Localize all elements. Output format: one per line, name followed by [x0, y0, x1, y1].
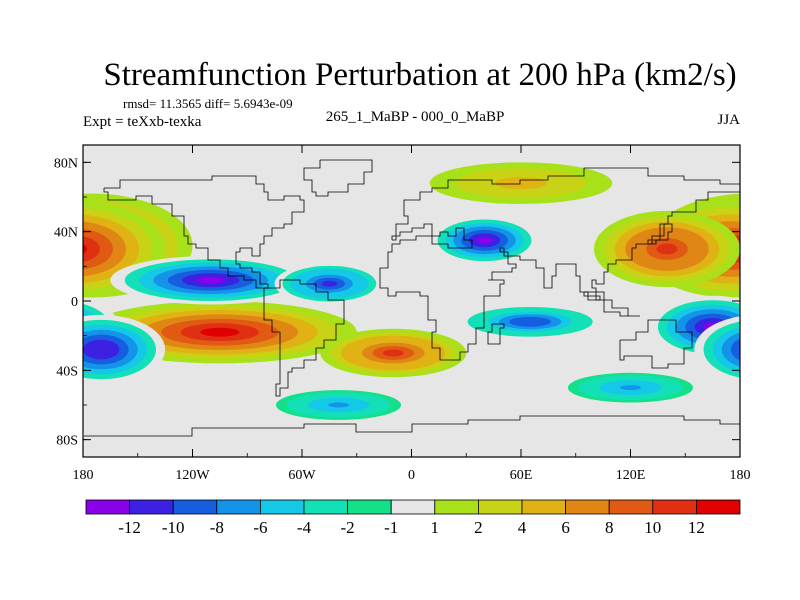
colorbar-label: 1	[431, 518, 440, 537]
coastlines	[84, 159, 740, 437]
contour-band	[28, 314, 83, 341]
coastline-segment	[379, 191, 740, 361]
lat-tick-label: 40N	[54, 226, 78, 241]
anomaly-south-atlantic-high	[320, 328, 467, 378]
lat-tick-label: 80S	[56, 434, 78, 449]
coastline-segment	[303, 159, 373, 197]
colorbar-label: 10	[644, 518, 661, 537]
anomaly-south-pacific-low-east	[83, 314, 777, 385]
coastline-segment	[487, 323, 505, 345]
lon-tick-label: 60E	[510, 468, 533, 483]
contour-band	[476, 236, 493, 244]
season-label: JJA	[717, 112, 740, 128]
contour-band	[749, 345, 767, 355]
anomaly-south-pacific-high	[83, 301, 357, 364]
coastline-segment	[583, 291, 640, 317]
anomaly-north-atlantic-low	[274, 262, 385, 305]
contour-band	[740, 340, 777, 360]
colorbar-swatch	[434, 499, 479, 515]
contour-band	[382, 349, 404, 357]
colorbar-label: 12	[688, 518, 705, 537]
contour-band	[507, 180, 535, 187]
coastline-segment	[648, 223, 673, 245]
colorbar-label: -2	[341, 518, 355, 537]
colorbar: -12 -10 -8 -6 -4 -2 -1 1 2 4 6 8 10 12	[85, 499, 741, 537]
colorbar-swatch	[565, 499, 610, 515]
contour-field	[28, 145, 777, 457]
anomaly-north-america-low	[110, 255, 312, 305]
coastline-segment	[263, 279, 345, 397]
colorbar-label: 8	[605, 518, 614, 537]
colorbar-label: -1	[384, 518, 398, 537]
colorbar-label: -6	[253, 518, 267, 537]
anomaly-arctic-high	[429, 162, 613, 204]
coastline-segment	[84, 415, 740, 437]
colorbar-swatch	[477, 499, 523, 515]
contour-band	[328, 402, 349, 408]
anomaly-north-africa-low	[429, 216, 540, 265]
colorbar-swatch	[521, 499, 566, 515]
colorbar-swatch	[172, 499, 218, 515]
contour-band	[83, 244, 87, 254]
latitude-axis: 80N 40N 0 40S 80S	[54, 156, 740, 449]
lat-tick-label: 40S	[56, 364, 78, 379]
stats-line: rmsd= 11.3565 diff= 5.6943e-09	[123, 96, 293, 111]
colorbar-label: -12	[118, 518, 141, 537]
contour-band	[200, 327, 240, 337]
anomaly-east-asia-high	[594, 210, 740, 288]
lon-tick-label: 60W	[288, 468, 316, 483]
anomaly-south-indian-low	[457, 304, 604, 340]
contour-band	[519, 319, 541, 325]
lon-tick-label: 0	[408, 468, 415, 483]
colorbar-swatch	[390, 499, 436, 515]
contour-band	[83, 315, 93, 339]
anomaly-southern-ocean-low-east	[557, 370, 704, 405]
contour-band	[321, 280, 338, 287]
coastline-segment	[103, 175, 305, 289]
figure-title: Streamfunction Perturbation at 200 hPa (…	[103, 57, 736, 93]
comparison-line: 265_1_MaBP - 000_0_MaBP	[326, 109, 505, 125]
contour-band	[656, 243, 678, 255]
contour-band	[196, 276, 226, 284]
colorbar-label: 4	[518, 518, 527, 537]
contour-band	[37, 318, 74, 336]
contour-band	[47, 323, 65, 332]
colorbar-swatch	[303, 499, 348, 515]
anomaly-southern-ocean-low	[265, 387, 412, 423]
lon-tick-label: 120E	[616, 468, 646, 483]
colorbar-swatch	[652, 499, 697, 515]
lat-tick-label: 0	[71, 295, 78, 310]
contour-band	[620, 385, 641, 391]
colorbar-swatch	[259, 499, 305, 515]
colorbar-label: 2	[474, 518, 483, 537]
colorbar-swatch	[129, 499, 174, 515]
colorbar-label: -10	[162, 518, 185, 537]
lon-tick-label: 120W	[175, 468, 210, 483]
colorbar-label: -4	[297, 518, 312, 537]
longitude-axis: 180 120W 60W 0 60E 120E 180	[73, 145, 751, 483]
coastline-segment	[619, 319, 693, 369]
contour-band	[730, 338, 740, 361]
coastline-segment	[392, 167, 740, 241]
colorbar-swatch	[696, 499, 741, 515]
contour-band	[92, 344, 111, 355]
colorbar-swatch	[85, 499, 130, 515]
colorbar-label: -8	[210, 518, 224, 537]
lon-tick-label: 180	[730, 468, 751, 483]
colorbar-label: 6	[561, 518, 570, 537]
colorbar-swatch	[347, 499, 392, 515]
contour-band	[83, 236, 100, 262]
lat-tick-label: 80N	[54, 156, 78, 171]
experiment-line: Expt = teXxb-texka	[83, 114, 202, 130]
colorbar-swatch	[608, 499, 654, 515]
colorbar-swatch	[216, 499, 261, 515]
lon-tick-label: 180	[73, 468, 94, 483]
